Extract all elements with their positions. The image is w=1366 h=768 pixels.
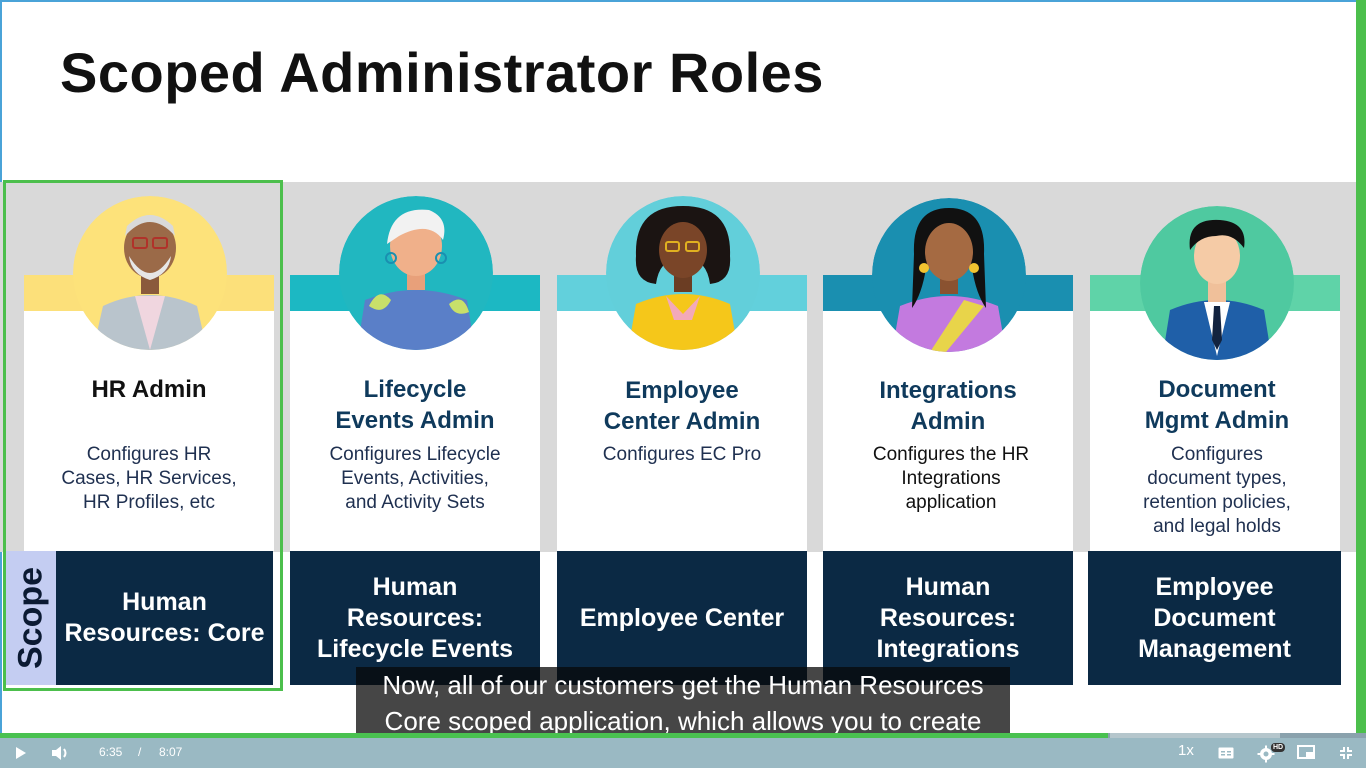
hr-admin-highlight-frame [3,180,283,691]
role-description-document-mgmt-admin: Configures document types, retention pol… [1143,444,1291,537]
role-title-employee-center-admin: Employee Center Admin [603,377,761,435]
avatar-document-mgmt-admin [1140,206,1294,360]
time-separator: / [138,745,142,759]
scope-text: Human Resources: Integrations [876,572,1020,663]
presentation-slide: Scoped Administrator Roles HR Admin Conf… [0,0,1366,735]
exit-fullscreen-button[interactable] [1337,744,1355,762]
playback-speed-button[interactable]: 1x [1178,742,1194,759]
video-caption: Now, all of our customers get the Human … [356,667,1010,735]
scope-text: Employee Center [579,603,785,632]
progress-bar[interactable] [0,733,1366,738]
current-time: 6:35 [99,745,123,759]
role-description-employee-center-admin: Configures EC Pro [602,444,762,465]
scope-integrations: Human Resources: Integrations [823,551,1073,685]
role-title-lifecycle-events-admin: Lifecycle Events Admin [335,376,495,434]
scope-text: Human Resources: Core [64,588,265,647]
role-description-lifecycle-events-admin: Configures Lifecycle Events, Activities,… [329,444,501,513]
role-title-document-mgmt-admin: Document Mgmt Admin [1144,376,1290,434]
scope-lifecycle-events: Human Resources: Lifecycle Events [290,551,540,685]
captions-button[interactable] [1217,744,1235,762]
slide-title: Scoped Administrator Roles [60,41,824,104]
picture-in-picture-button[interactable] [1296,744,1316,760]
scope-hr-core: Human Resources: Core [56,551,273,685]
slide-top-border [0,0,1366,2]
avatar-hr-admin [73,196,227,350]
settings-button[interactable] [1256,744,1276,764]
caption-line-2: Core scoped application, which allows yo… [356,703,1010,735]
play-button[interactable] [12,744,30,762]
scope-employee-center: Employee Center [557,551,807,685]
hd-badge: HD [1271,743,1286,752]
progress-played [0,733,1108,738]
role-title-integrations-admin: Integrations Admin [879,377,1017,435]
scope-text: Employee Document Management [1138,572,1291,663]
volume-button[interactable] [50,744,70,762]
avatar-lifecycle-events-admin [339,196,493,350]
pip-icon [1297,745,1315,759]
avatar-integrations-admin [872,198,1026,352]
scope-document-management: Employee Document Management [1088,551,1341,685]
video-player-controls [0,735,1366,768]
scope-text: Human Resources: Lifecycle Events [317,572,513,663]
duration: 8:07 [159,745,183,759]
caption-line-1: Now, all of our customers get the Human … [356,667,1010,703]
captions-icon [1218,747,1234,759]
progress-buffered [1110,733,1280,738]
slide-right-accent [1356,0,1366,735]
role-description-integrations-admin: Configures the HR Integrations applicati… [872,444,1030,513]
role-card-employee-center-admin [557,275,807,551]
role-title-hr-admin: HR Admin [91,376,207,403]
role-description-hr-admin: Configures HR Cases, HR Services, HR Pro… [61,444,237,513]
volume-icon [52,746,67,760]
avatar-employee-center-admin [606,196,760,350]
exit-fullscreen-icon [1340,747,1352,759]
play-icon [16,747,26,759]
scope-label-box [6,551,56,685]
settings-icon [1257,745,1275,763]
